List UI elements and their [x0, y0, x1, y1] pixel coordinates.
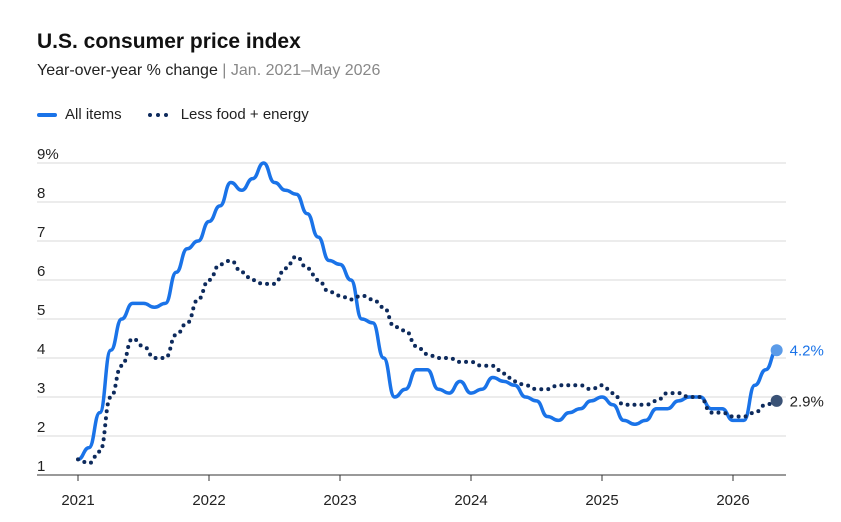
y-tick-label-4: 4	[37, 341, 45, 358]
legend-item-all-items: All items	[37, 106, 122, 123]
chart-title: U.S. consumer price index	[37, 30, 301, 53]
series-line-all-items	[76, 161, 779, 462]
y-tick-label-8: 8	[37, 185, 45, 202]
y-tick-label-7: 7	[37, 224, 45, 241]
y-tick-label-5: 5	[37, 302, 45, 319]
subtitle-separator: |	[222, 62, 227, 79]
y-tick-label-3: 3	[37, 380, 45, 397]
series-line-less-food-energy	[76, 254, 779, 466]
chart-legend: All items Less food + energy	[37, 106, 335, 123]
y-tick-label-1: 1	[37, 458, 45, 475]
x-tick-label-2025: 2025	[585, 492, 618, 509]
series-end-label-less-food-energy: 2.9%	[790, 393, 824, 410]
y-tick-label-6: 6	[37, 263, 45, 280]
series-end-marker-all-items	[770, 344, 783, 357]
x-tick-label-2026: 2026	[716, 492, 749, 509]
y-tick-label-9: 9%	[37, 146, 59, 163]
y-tick-label-2: 2	[37, 419, 45, 436]
subtitle-date-range: Jan. 2021–May 2026	[230, 62, 381, 79]
legend-item-core: Less food + energy	[147, 106, 309, 123]
legend-label-all-items: All items	[65, 106, 122, 123]
legend-solid-line-swatch	[37, 112, 57, 117]
series-end-label-all-items: 4.2%	[790, 343, 824, 360]
series-end-marker-less-food-energy	[770, 394, 783, 407]
chart-subtitle: Year-over-year % change | Jan. 2021–May …	[37, 62, 380, 80]
legend-label-core: Less food + energy	[180, 106, 309, 123]
subtitle-main: Year-over-year % change	[37, 62, 218, 79]
x-tick-label-2024: 2024	[454, 492, 487, 509]
x-tick-label-2022: 2022	[192, 492, 225, 509]
legend-dotted-line-swatch	[147, 112, 172, 117]
x-tick-label-2023: 2023	[323, 492, 356, 509]
x-tick-label-2021: 2021	[61, 492, 94, 509]
